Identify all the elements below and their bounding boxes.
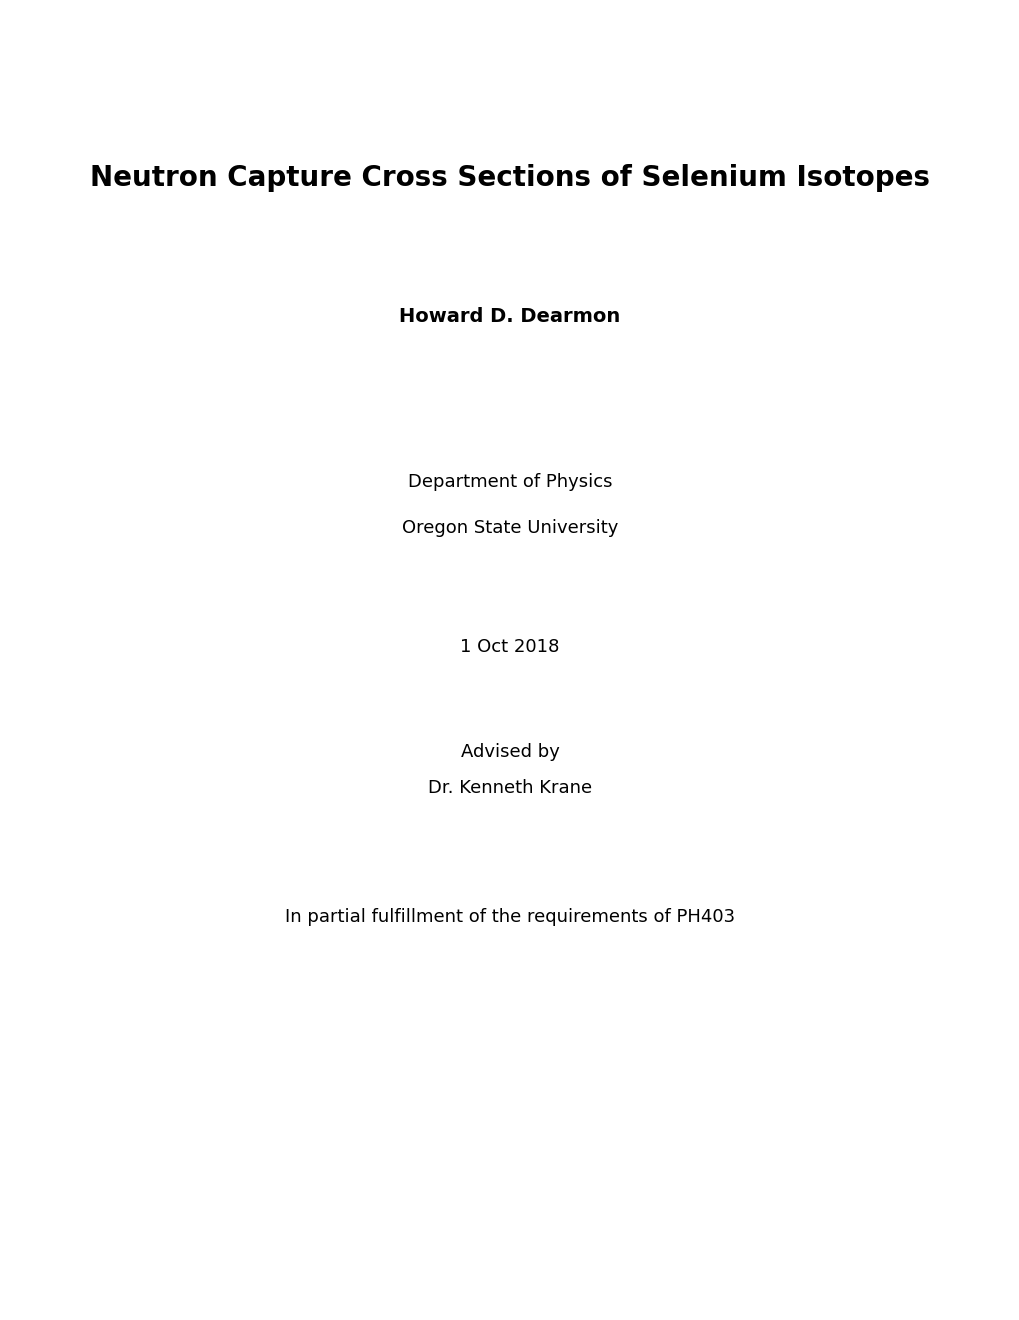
Text: Dr. Kenneth Krane: Dr. Kenneth Krane (428, 779, 591, 797)
Text: Advised by: Advised by (461, 743, 558, 762)
Text: In partial fulfillment of the requirements of PH403: In partial fulfillment of the requiremen… (284, 908, 735, 927)
Text: Howard D. Dearmon: Howard D. Dearmon (399, 308, 620, 326)
Text: Oregon State University: Oregon State University (401, 519, 618, 537)
Text: Neutron Capture Cross Sections of Selenium Isotopes: Neutron Capture Cross Sections of Seleni… (90, 164, 929, 193)
Text: Department of Physics: Department of Physics (408, 473, 611, 491)
Text: 1 Oct 2018: 1 Oct 2018 (460, 638, 559, 656)
